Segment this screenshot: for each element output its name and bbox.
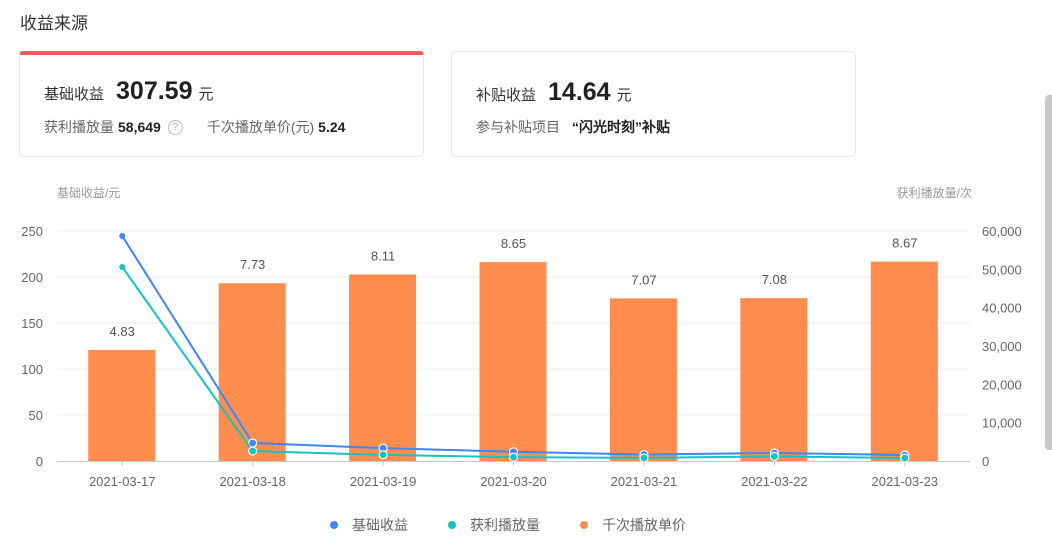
legend-dot-icon xyxy=(580,521,588,529)
right-axis-tick: 30,000 xyxy=(982,339,1022,354)
section-title: 收益来源 xyxy=(20,14,88,33)
bar-cpm[interactable] xyxy=(218,283,286,461)
bar-value-label: 8.67 xyxy=(892,236,917,251)
bar-value-label: 8.65 xyxy=(501,236,526,251)
bar-value-label: 8.11 xyxy=(371,248,395,263)
right-axis-tick: 20,000 xyxy=(982,377,1022,392)
x-axis-label: 2021-03-19 xyxy=(350,474,417,489)
right-axis-title: 获利播放量/次 xyxy=(896,186,972,200)
legend-dot-icon xyxy=(448,521,456,529)
right-axis-tick: 0 xyxy=(982,454,989,469)
bar-cpm[interactable] xyxy=(740,298,808,461)
right-axis-tick: 10,000 xyxy=(982,416,1022,431)
bar-cpm[interactable] xyxy=(349,274,417,461)
cpm-label: 千次播放单价(元) xyxy=(206,119,315,135)
base-income-label: 基础收益 xyxy=(44,86,105,103)
profit-plays-value: 58,649 xyxy=(118,119,161,135)
base-income-card[interactable]: 基础收益 307.59 元 获利播放量 58,649 ? 千次播放单价(元) 5… xyxy=(19,51,424,157)
data-point[interactable] xyxy=(248,446,258,456)
subsidy-project-value: “闪光时刻”补贴 xyxy=(572,119,670,135)
bar-cpm[interactable] xyxy=(88,349,156,461)
data-point[interactable] xyxy=(769,451,779,461)
subsidy-project-label: 参与补贴项目 xyxy=(476,119,560,135)
data-point[interactable] xyxy=(119,232,126,239)
left-axis-tick: 0 xyxy=(36,454,43,469)
profit-plays-label: 获利播放量 xyxy=(44,119,114,135)
bar-cpm[interactable] xyxy=(870,261,938,461)
x-axis-label: 2021-03-20 xyxy=(480,474,547,489)
x-axis-label: 2021-03-18 xyxy=(219,474,286,489)
right-axis-tick: 50,000 xyxy=(982,262,1022,277)
left-axis-title: 基础收益/元 xyxy=(57,186,121,200)
legend-dot-icon xyxy=(330,521,338,529)
bar-value-label: 7.07 xyxy=(631,272,656,287)
legend-item-cpm[interactable]: 千次播放单价 xyxy=(580,515,686,535)
x-axis-label: 2021-03-22 xyxy=(741,474,808,489)
x-axis-label: 2021-03-23 xyxy=(872,474,939,489)
x-axis-label: 2021-03-21 xyxy=(611,474,678,489)
base-income-unit: 元 xyxy=(198,86,214,103)
data-point[interactable] xyxy=(378,450,388,460)
subsidy-income-amount: 14.64 xyxy=(548,78,611,106)
data-point[interactable] xyxy=(508,452,519,462)
data-point[interactable] xyxy=(639,453,649,463)
vertical-scrollbar[interactable] xyxy=(1045,95,1052,450)
data-point[interactable] xyxy=(900,453,910,463)
bar-cpm[interactable] xyxy=(609,298,677,461)
left-axis-tick: 100 xyxy=(21,362,43,377)
chart-legend: 基础收益 获利播放量 千次播放单价 xyxy=(330,515,726,535)
subsidy-income-card[interactable]: 补贴收益 14.64 元 参与补贴项目 “闪光时刻”补贴 xyxy=(451,51,856,157)
legend-item-base-income[interactable]: 基础收益 xyxy=(330,515,408,535)
legend-item-profit-plays[interactable]: 获利播放量 xyxy=(448,515,540,535)
data-point[interactable] xyxy=(119,264,126,271)
base-income-amount: 307.59 xyxy=(116,77,193,105)
right-axis-tick: 40,000 xyxy=(982,301,1022,316)
subsidy-income-unit: 元 xyxy=(616,87,632,104)
bar-cpm[interactable] xyxy=(479,262,547,461)
bar-value-label: 7.08 xyxy=(762,272,787,287)
left-axis-tick: 150 xyxy=(21,316,43,331)
left-axis-tick: 200 xyxy=(21,270,43,285)
bar-value-label: 7.73 xyxy=(240,257,265,272)
cpm-value: 5.24 xyxy=(318,119,346,135)
subsidy-income-label: 补贴收益 xyxy=(476,87,537,104)
right-axis-tick: 60,000 xyxy=(982,224,1022,239)
left-axis-tick: 250 xyxy=(21,224,43,239)
help-icon[interactable]: ? xyxy=(167,119,183,135)
bar-value-label: 4.83 xyxy=(110,324,135,339)
x-axis-label: 2021-03-17 xyxy=(89,474,156,489)
left-axis-tick: 50 xyxy=(29,408,43,423)
